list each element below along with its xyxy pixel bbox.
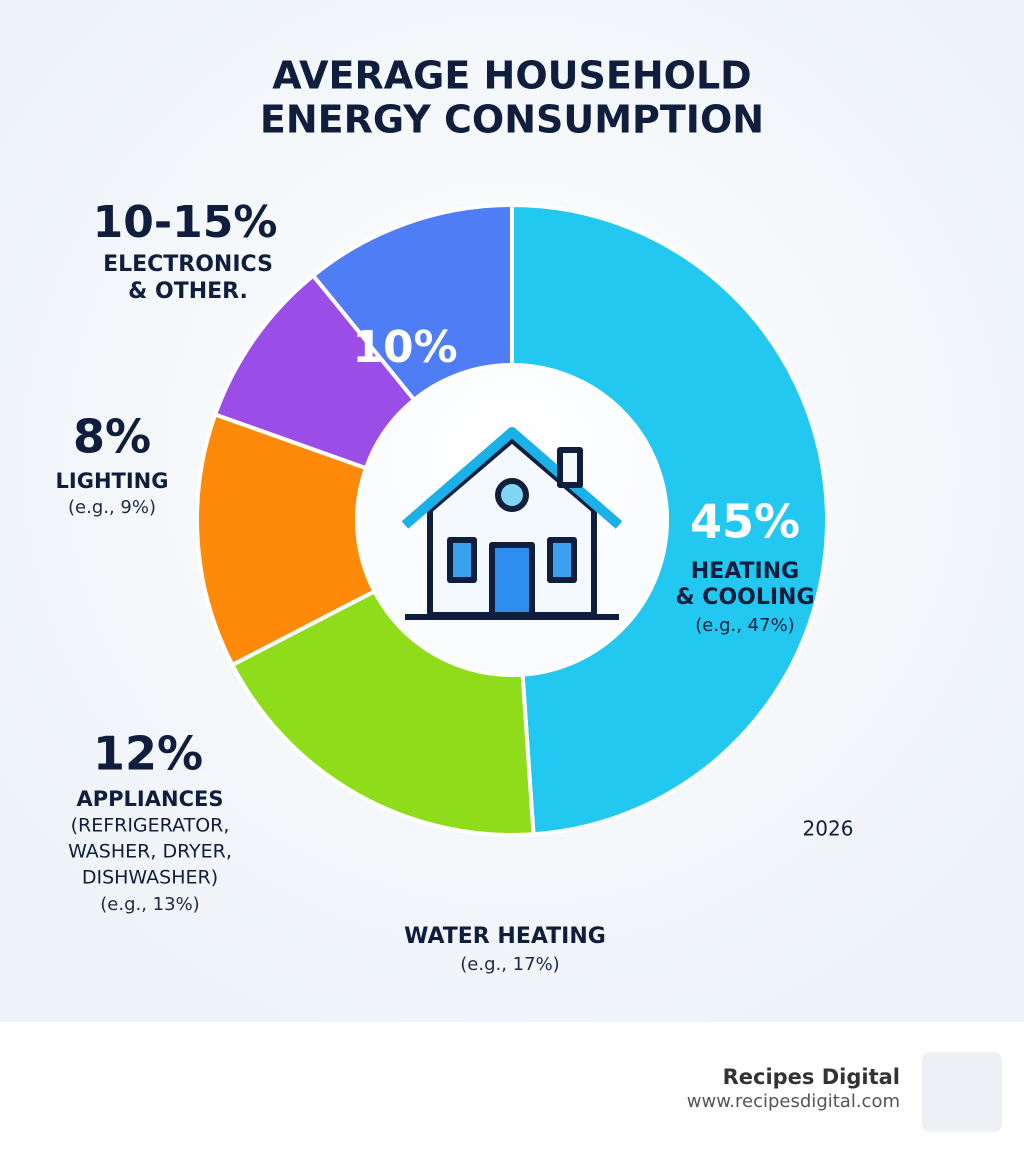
slice-note: (e.g., 47%) [695,615,794,636]
donut-slice [510,202,829,837]
slice-note: (e.g., 17%) [460,954,559,975]
footer-url: www.recipesdigital.com [687,1091,900,1112]
slice-label: & OTHER. [128,279,248,304]
donut-slice [195,411,378,668]
slice-label: HEATING [691,559,799,584]
value-label: 10% [352,322,457,373]
slice-label: APPLIANCES [77,787,224,811]
slice-label: (REFRIGERATOR, [71,815,230,837]
footer-brand: Recipes Digital [723,1065,900,1089]
slice-note: (e.g., 9%) [68,497,156,518]
range-label: 10-15% [93,197,278,248]
slice-label: LIGHTING [56,469,169,493]
footer-logo [922,1052,1002,1132]
slice-label: & COOLING [675,585,814,610]
donut-slice [310,202,514,403]
slice-note: (e.g., 13%) [100,894,199,915]
year-label: 2026 [803,817,854,841]
title-line: ENERGY CONSUMPTION [260,98,764,142]
value-label: 8% [73,410,151,464]
value-label: 12% [93,727,203,781]
slice-label: DISHWASHER) [82,867,218,889]
donut-slice [229,588,536,837]
slice-label: WATER HEATING [404,924,606,949]
slice-label: WASHER, DRYER, [68,841,232,863]
house-icon [401,427,623,620]
footer [0,1022,1024,1154]
donut [195,202,829,837]
slice-label: ELECTRONICS [103,252,273,277]
title-line: AVERAGE HOUSEHOLD [272,54,751,98]
value-label: 45% [690,495,800,549]
